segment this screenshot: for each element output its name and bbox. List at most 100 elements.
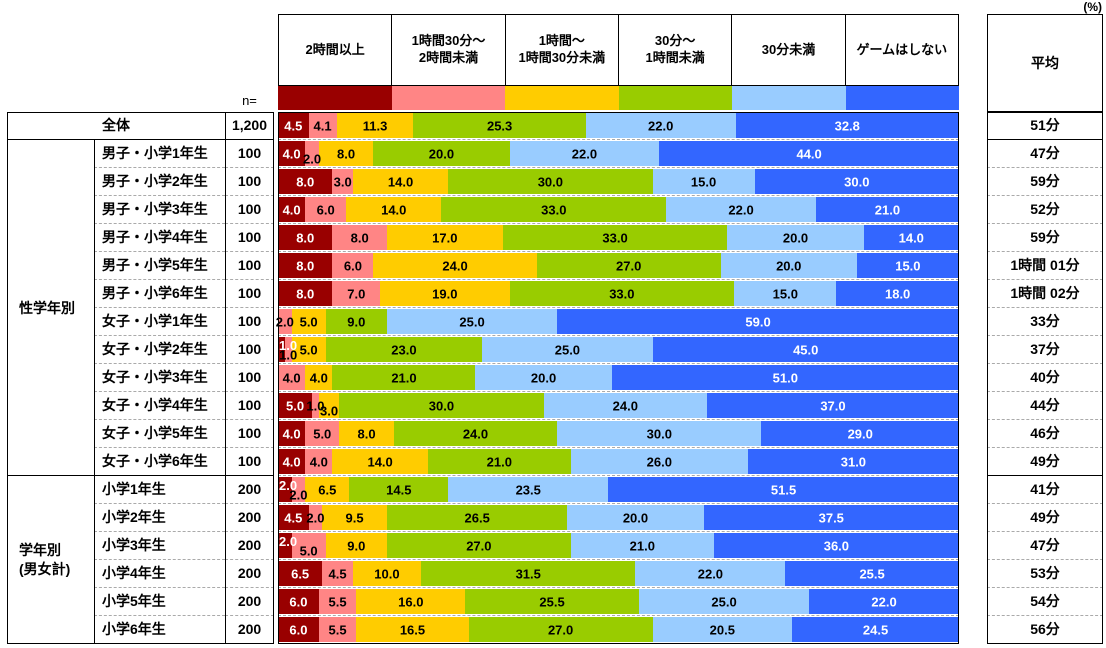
n-value: 200 (225, 588, 274, 616)
bar-segment: 9.0 (325, 533, 387, 558)
bar-cell: 2.0 5.0 9.0 27.0 21.0 36.0 (278, 532, 959, 560)
bar-segment: 30.0 (557, 421, 762, 446)
spacer (959, 420, 987, 448)
segment-value-label: 37.0 (820, 398, 846, 413)
bar-segment: 6.5 (278, 561, 323, 586)
bar-segment: 6.0 (278, 589, 319, 614)
segment-value-label: 21.0 (391, 370, 417, 385)
segment-value-label: 3.0 (333, 174, 352, 189)
bar-segment: 25.5 (785, 561, 959, 586)
table-row: 女子・小学3年生 100 4.0 4.0 21.0 20.0 51.0 40分 (7, 364, 1103, 392)
segment-value-label: 36.0 (823, 538, 850, 553)
segment-value-label: 5.0 (285, 398, 305, 413)
average-value: 49分 (987, 448, 1103, 476)
spacer (959, 280, 987, 308)
group-label: 性学年別 (19, 299, 75, 316)
bar-segment: 6.0 (278, 617, 319, 642)
bar-segment: 25.0 (386, 309, 558, 334)
average-value: 1時間 02分 (987, 280, 1103, 308)
spacer (959, 112, 987, 140)
bar-cell: 4.0 6.0 14.0 33.0 22.0 21.0 (278, 196, 959, 224)
n-value: 100 (225, 280, 274, 308)
table-row: 男子・小学4年生 100 8.0 8.0 17.0 33.0 20.0 14.0 59分 (7, 224, 1103, 252)
spacer (959, 616, 987, 644)
average-value: 59分 (987, 168, 1103, 196)
segment-value-label: 31.0 (840, 454, 867, 469)
bar-segment: 5.0 (291, 337, 326, 362)
segment-value-label: 29.0 (847, 426, 873, 441)
legend-color-strip (278, 86, 959, 110)
bar-segment: 22.0 (509, 141, 660, 166)
stacked-bar: 2.0 5.0 9.0 25.0 59.0 (276, 309, 959, 334)
n-value: 100 (225, 168, 274, 196)
segment-value-label: 9.0 (347, 538, 366, 553)
stacked-bar: 4.0 5.0 8.0 24.0 30.0 29.0 (278, 421, 959, 446)
bar-segment: 22.0 (666, 197, 816, 222)
segment-value-label: 1.0 (306, 398, 325, 413)
bar-segment: 15.0 (856, 253, 959, 278)
bar-cell: 8.0 7.0 19.0 33.0 15.0 18.0 (278, 280, 959, 308)
bar-segment: 27.0 (536, 253, 721, 278)
bar-segment: 22.0 (585, 113, 736, 138)
spacer (959, 252, 987, 280)
spacer (959, 364, 987, 392)
segment-value-label: 20.5 (709, 622, 735, 637)
bar-segment: 24.5 (792, 617, 959, 642)
spacer (959, 560, 987, 588)
bar-cell: 6.0 5.5 16.5 27.0 20.5 24.5 (278, 616, 959, 644)
segment-value-label: 20.0 (622, 510, 649, 525)
segment-value-label: 8.0 (296, 286, 315, 301)
bar-cell: 4.0 5.0 8.0 24.0 30.0 29.0 (278, 420, 959, 448)
segment-value-label: 4.0 (282, 146, 301, 161)
bar-segment: 44.0 (659, 141, 959, 166)
bar-cell: 4.0 2.0 8.0 20.0 22.0 44.0 (278, 140, 959, 168)
spacer (959, 532, 987, 560)
average-value: 56分 (987, 616, 1103, 644)
n-value: 200 (225, 504, 274, 532)
bar-segment: 4.0 (278, 197, 306, 222)
bar-segment: 14.0 (332, 449, 428, 474)
bar-segment: 22.0 (635, 561, 786, 586)
bar-segment: 19.0 (380, 281, 510, 306)
n-value: 100 (225, 224, 274, 252)
segment-value-label: 2.0 (289, 487, 308, 502)
legend-swatch (391, 86, 505, 110)
bar-segment: 36.0 (713, 533, 959, 558)
segment-value-label: 5.5 (328, 594, 347, 609)
bar-cell: 8.0 3.0 14.0 30.0 15.0 30.0 (278, 168, 959, 196)
segment-value-label: 4.5 (284, 510, 303, 525)
bar-segment: 31.5 (420, 561, 636, 586)
segment-value-label: 33.0 (609, 286, 635, 301)
segment-value-label: 21.0 (486, 454, 512, 469)
spacer (959, 224, 987, 252)
segment-value-label: 6.0 (289, 594, 308, 609)
segment-value-label: 23.0 (391, 342, 417, 357)
segment-value-label: 8.0 (296, 258, 315, 273)
segment-value-label: 14.0 (367, 454, 393, 469)
bar-segment: 10.0 (352, 561, 421, 586)
segment-value-label: 6.0 (343, 258, 362, 273)
segment-value-label: 22.0 (871, 594, 897, 609)
segment-value-label: 7.0 (347, 286, 366, 301)
legend-header-under-30m: 30分未満 (732, 14, 846, 86)
segment-value-label: 19.0 (432, 286, 458, 301)
n-value: 100 (225, 308, 274, 336)
legend-swatch (732, 86, 846, 110)
bar-segment: 15.0 (652, 169, 755, 194)
bar-segment: 2.0 (289, 477, 308, 502)
bar-segment: 21.0 (815, 197, 959, 222)
stacked-bar: 4.0 4.0 21.0 20.0 51.0 (278, 365, 959, 390)
row-label: 小学2年生 (94, 504, 225, 532)
stacked-bar: 6.5 4.5 10.0 31.5 22.0 25.5 (278, 561, 959, 586)
bar-segment: 5.5 (318, 617, 357, 642)
segment-value-label: 2.0 (279, 534, 298, 549)
bar-segment: 8.0 (332, 225, 387, 250)
bar-segment: 20.5 (652, 617, 793, 642)
segment-value-label: 25.5 (539, 594, 565, 609)
segment-value-label: 4.5 (328, 566, 347, 581)
segment-value-label: 20.0 (428, 146, 455, 161)
table-row: 小学1年生 200 2.0 2.0 6.5 14.5 23.5 51.5 41分 (7, 476, 1103, 504)
average-value: 51分 (987, 112, 1103, 140)
n-value: 200 (225, 476, 274, 504)
spacer (959, 196, 987, 224)
